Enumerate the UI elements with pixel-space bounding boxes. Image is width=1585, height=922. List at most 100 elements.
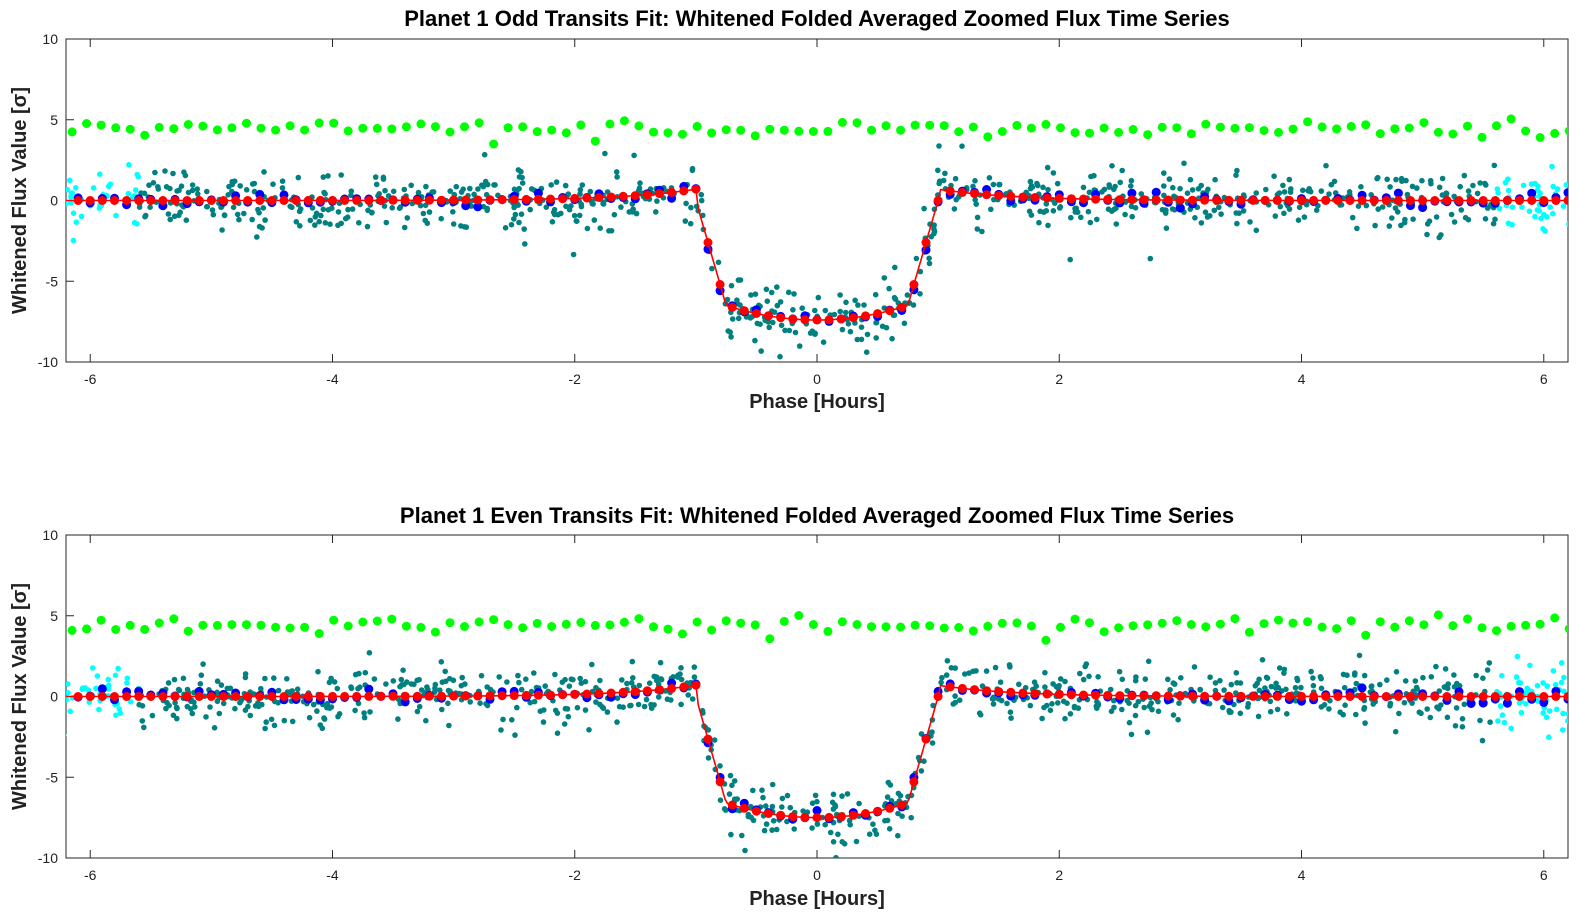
data-point-outside-window — [39, 691, 45, 697]
model-bin-point — [703, 238, 713, 247]
data-point — [866, 831, 873, 837]
data-point-outside-window — [56, 709, 62, 715]
residual-point — [314, 629, 324, 638]
data-point — [1027, 702, 1034, 709]
binned-point — [364, 684, 374, 694]
data-point — [589, 200, 596, 207]
data-point — [172, 699, 178, 706]
data-point — [630, 206, 636, 213]
data-point — [445, 700, 451, 707]
data-point — [480, 203, 487, 210]
residual-point — [939, 623, 949, 633]
model-bin-point — [485, 195, 495, 205]
residual-point — [1026, 621, 1036, 631]
data-point — [1403, 177, 1409, 184]
residual-point — [1535, 133, 1545, 142]
data-point-outside-window — [1496, 205, 1503, 212]
model-bin-point — [1418, 196, 1428, 205]
data-point — [1410, 216, 1416, 222]
data-point — [279, 178, 286, 184]
data-point — [786, 327, 793, 334]
x-tick-label: 6 — [1540, 371, 1548, 387]
data-point — [921, 758, 927, 764]
data-point — [901, 320, 908, 327]
data-point — [822, 307, 829, 314]
data-point — [383, 219, 390, 226]
data-point — [1308, 668, 1314, 675]
model-bin-point — [1054, 689, 1064, 699]
data-point — [750, 817, 757, 824]
data-point — [355, 685, 361, 692]
data-point-outside-window — [1565, 711, 1568, 717]
data-point — [249, 181, 256, 187]
data-point — [438, 215, 445, 222]
data-point — [929, 740, 936, 746]
data-point — [1116, 668, 1123, 675]
model-bin-point — [1369, 196, 1379, 205]
data-point — [389, 205, 396, 211]
data-point — [809, 825, 815, 831]
data-point — [582, 678, 589, 685]
data-point — [281, 717, 288, 724]
data-point — [1427, 714, 1434, 721]
data-point — [1462, 214, 1469, 221]
data-point — [1473, 672, 1479, 679]
model-bin-point — [521, 690, 531, 700]
model-bin-point — [1418, 692, 1428, 701]
data-point — [990, 701, 997, 707]
model-bin-point — [497, 691, 507, 701]
model-bin-point — [315, 691, 325, 701]
model-bin-point — [376, 195, 386, 205]
data-point — [630, 675, 636, 681]
data-point — [973, 668, 979, 674]
residual-point — [1186, 620, 1196, 629]
data-point — [1095, 674, 1101, 680]
data-point — [809, 328, 816, 335]
residual-point — [852, 118, 862, 128]
data-point — [253, 234, 260, 240]
data-point — [504, 679, 510, 685]
data-point — [1132, 702, 1139, 709]
data-point — [1228, 681, 1235, 688]
model-bin-point — [1212, 195, 1222, 205]
model-bin-point — [1272, 691, 1282, 701]
model-bin-point — [388, 691, 398, 701]
data-point — [833, 854, 839, 858]
data-point — [221, 212, 228, 218]
residual-point — [1186, 129, 1196, 139]
residual-point — [1433, 127, 1443, 137]
residual-point — [401, 122, 411, 132]
data-point — [237, 183, 243, 189]
data-point — [577, 187, 584, 193]
residual-point — [169, 124, 179, 134]
data-point-outside-window — [1573, 702, 1579, 708]
data-point — [737, 277, 744, 283]
data-point — [219, 227, 225, 233]
data-point — [256, 210, 262, 216]
x-tick-label: 2 — [1055, 371, 1063, 387]
data-point — [614, 695, 621, 701]
data-point — [348, 188, 355, 194]
data-point — [1428, 674, 1435, 680]
data-point — [653, 209, 659, 215]
data-point — [1374, 175, 1380, 182]
model-bin-point — [945, 186, 955, 196]
residual-point — [750, 620, 760, 630]
model-bin-point — [303, 691, 313, 701]
data-point — [229, 178, 235, 185]
model-bin-point — [824, 812, 834, 822]
residual-point — [125, 124, 135, 134]
data-point — [225, 192, 231, 198]
x-tick-label: -6 — [84, 371, 97, 387]
data-point — [1027, 178, 1034, 185]
data-point — [956, 697, 963, 703]
data-point — [1424, 706, 1430, 712]
data-point — [858, 324, 865, 331]
residual-point — [1550, 613, 1560, 623]
data-point-outside-window — [1570, 190, 1576, 196]
data-point — [1034, 180, 1040, 187]
model-bin-point — [243, 692, 253, 701]
data-point — [886, 826, 893, 832]
residual-point — [227, 620, 237, 630]
data-point — [988, 206, 994, 213]
